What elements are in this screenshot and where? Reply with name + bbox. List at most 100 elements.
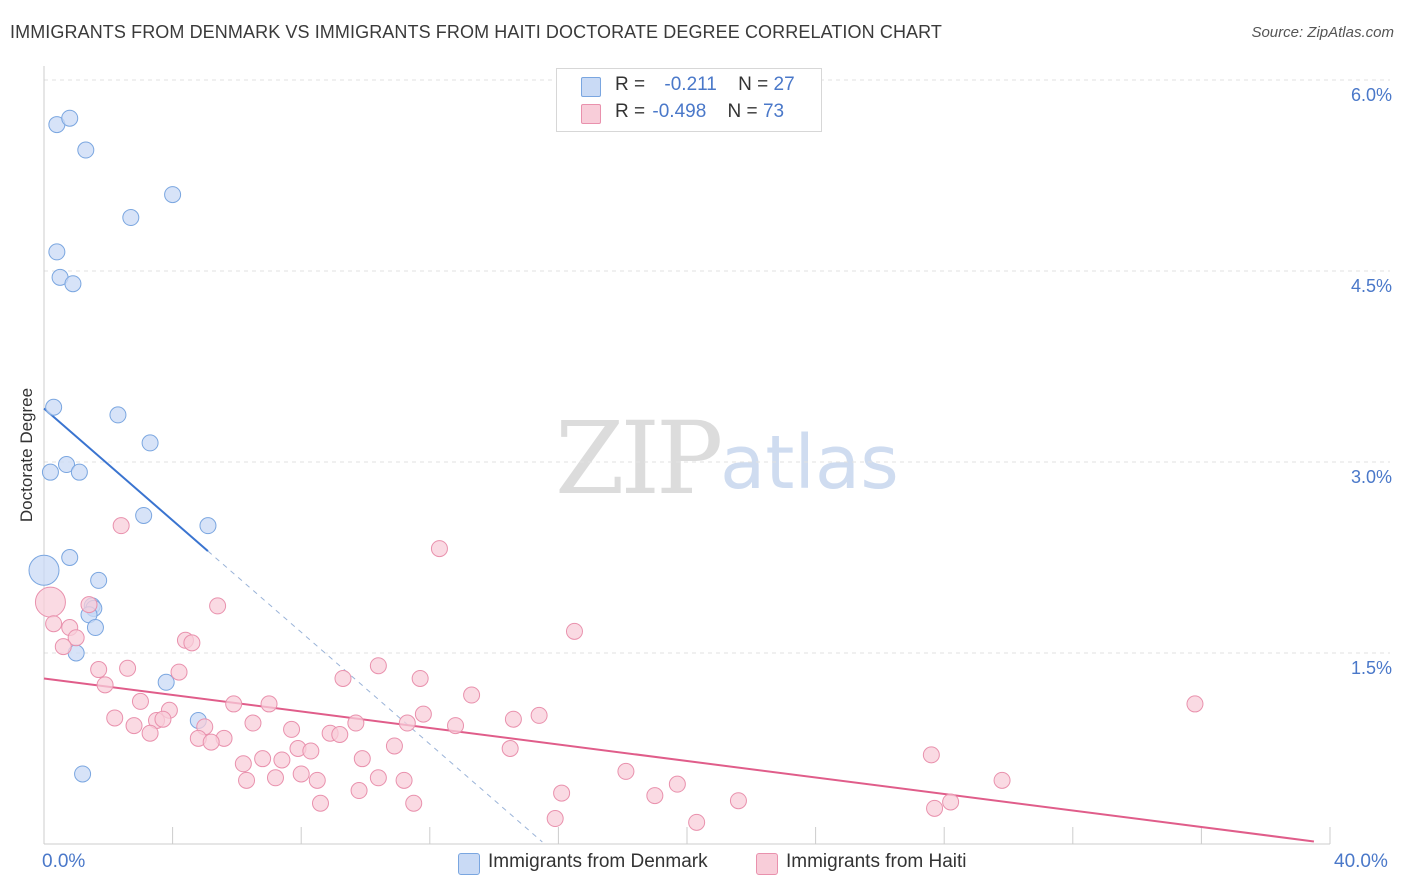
denmark-legend-swatch	[458, 853, 480, 875]
haiti-point	[234, 755, 252, 773]
haiti-point	[942, 793, 960, 811]
axes	[43, 66, 1331, 845]
haiti-point	[119, 659, 137, 677]
denmark-point	[164, 186, 182, 204]
n-value-haiti: 73	[762, 101, 785, 122]
haiti-point	[385, 737, 403, 755]
haiti-point	[54, 638, 72, 656]
haiti-point	[430, 540, 448, 558]
data-points	[28, 109, 1204, 831]
haiti-point	[302, 742, 320, 760]
denmark-point	[90, 571, 108, 589]
haiti-point	[350, 782, 368, 800]
denmark-point	[122, 209, 140, 227]
haiti-point	[565, 622, 583, 640]
haiti-point	[244, 714, 262, 732]
haiti-point	[922, 746, 940, 764]
haiti-point	[353, 750, 371, 768]
haiti-point	[411, 669, 429, 687]
r-value-haiti: -0.498	[652, 101, 707, 122]
haiti-point	[170, 663, 188, 681]
haiti-point	[646, 787, 664, 805]
haiti-point	[553, 784, 571, 802]
denmark-point	[135, 506, 153, 524]
haiti-point	[668, 775, 686, 793]
n-label: N =	[727, 101, 758, 122]
haiti-point	[369, 657, 387, 675]
haiti-point	[266, 769, 284, 787]
haiti-point	[141, 724, 159, 742]
haiti-point	[90, 661, 108, 679]
watermark-zip: ZIP	[555, 400, 723, 517]
haiti-point	[617, 762, 635, 780]
haiti-point	[292, 765, 310, 783]
haiti-point	[209, 597, 227, 615]
x-tick-label-max: 40.0%	[1334, 851, 1388, 872]
denmark-point	[86, 619, 104, 637]
haiti-point	[202, 733, 220, 751]
haiti-point	[112, 517, 130, 535]
denmark-point	[28, 554, 60, 586]
haiti-point	[530, 706, 548, 724]
haiti-point	[501, 740, 519, 757]
haiti-point	[926, 799, 944, 817]
trend-line-0	[43, 407, 209, 552]
r-value-denmark: -0.211	[664, 74, 717, 95]
n-value-denmark: 27	[773, 74, 795, 95]
haiti-point	[273, 751, 291, 769]
denmark-point	[58, 456, 76, 474]
denmark-point	[74, 765, 92, 783]
y-tick-label: 4.5%	[1350, 276, 1392, 296]
chart-title: IMMIGRANTS FROM DENMARK VS IMMIGRANTS FR…	[10, 22, 943, 42]
denmark-point	[61, 109, 79, 127]
haiti-point	[131, 692, 149, 710]
legend-label-haiti: Immigrants from Haiti	[786, 851, 967, 872]
haiti-point	[225, 695, 243, 713]
haiti-legend-swatch	[756, 853, 778, 875]
haiti-point	[254, 750, 272, 768]
r-label: R =	[615, 101, 646, 122]
y-tick-label: 1.5%	[1350, 658, 1392, 678]
haiti-point	[405, 794, 423, 812]
haiti-swatch	[581, 104, 601, 124]
denmark-point	[109, 406, 127, 424]
haiti-point	[80, 596, 98, 614]
source-label: Source: ZipAtlas.com	[1251, 24, 1394, 41]
stats-legend: R = -0.211 N = 27 R = -0.498 N = 73	[556, 68, 822, 132]
haiti-point	[347, 714, 365, 732]
denmark-point	[70, 463, 88, 481]
haiti-point	[260, 695, 278, 713]
haiti-point	[369, 769, 387, 787]
legend-label-denmark: Immigrants from Denmark	[488, 851, 708, 872]
haiti-point	[504, 710, 522, 728]
haiti-point	[395, 771, 413, 789]
haiti-point	[463, 686, 481, 704]
n-label: N =	[738, 74, 769, 95]
denmark-point	[41, 463, 59, 481]
haiti-point	[398, 714, 416, 732]
haiti-point	[729, 792, 747, 810]
haiti-point	[414, 705, 432, 723]
haiti-point	[34, 586, 66, 618]
gridlines	[44, 79, 1390, 654]
haiti-point	[688, 813, 706, 831]
watermark-atlas: atlas	[720, 420, 899, 506]
denmark-point	[157, 673, 175, 691]
denmark-point	[64, 275, 82, 293]
denmark-point	[199, 517, 217, 535]
haiti-point	[1186, 695, 1204, 713]
haiti-point	[546, 810, 564, 828]
haiti-point	[106, 709, 124, 727]
haiti-point	[67, 629, 85, 647]
x-tick-label-min: 0.0%	[42, 851, 86, 872]
denmark-swatch	[581, 77, 601, 97]
denmark-point	[61, 549, 79, 566]
trend-line-1	[43, 677, 1315, 843]
haiti-point	[125, 717, 143, 735]
y-tick-label: 3.0%	[1350, 467, 1392, 487]
haiti-point	[311, 794, 329, 812]
haiti-point	[154, 710, 172, 728]
haiti-point	[993, 771, 1011, 789]
denmark-point	[48, 243, 66, 261]
